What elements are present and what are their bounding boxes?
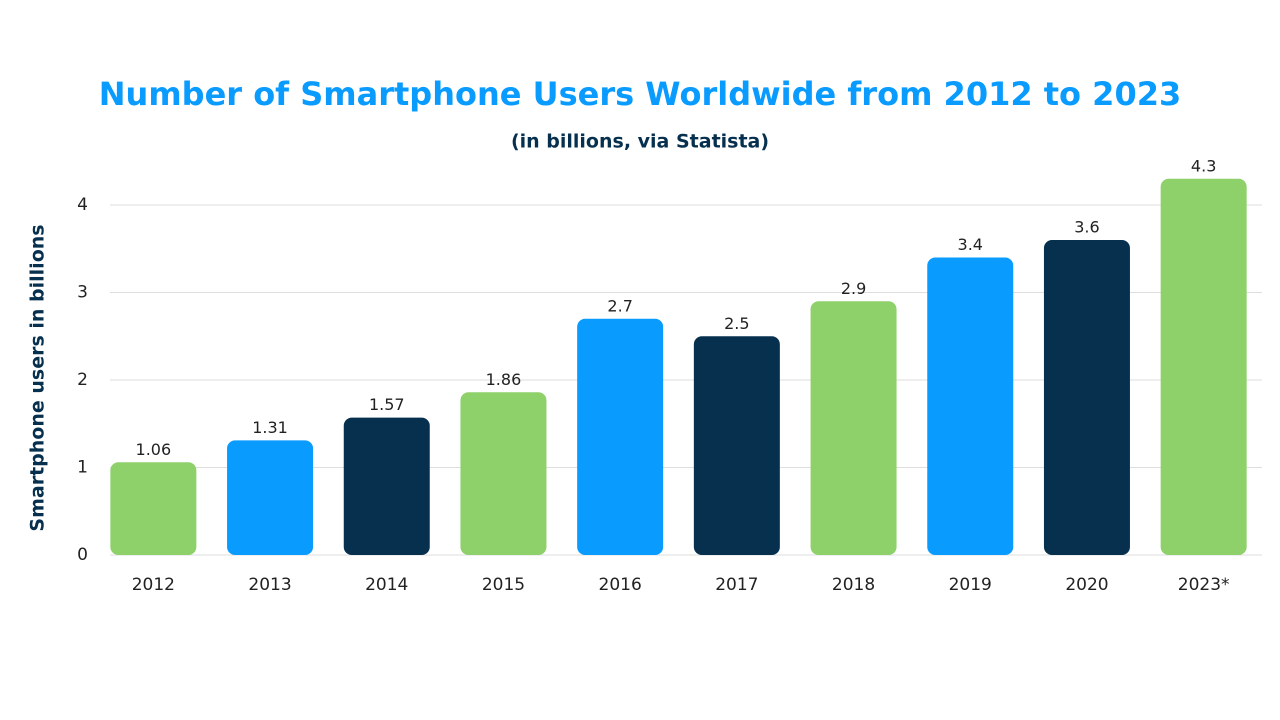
- value-label: 2.9: [841, 279, 866, 298]
- y-tick-label: 2: [77, 370, 88, 390]
- value-label: 4.3: [1191, 156, 1216, 175]
- x-tick-label: 2013: [248, 575, 291, 595]
- value-label: 3.4: [958, 235, 983, 254]
- x-tick-label: 2023*: [1178, 575, 1230, 595]
- bar: [343, 417, 430, 555]
- value-label: 3.6: [1074, 218, 1099, 237]
- value-label: 1.06: [136, 440, 172, 459]
- value-label: 2.7: [607, 296, 632, 315]
- x-tick-label: 2015: [482, 575, 525, 595]
- x-tick-label: 2016: [599, 575, 642, 595]
- y-tick-label: 1: [77, 458, 88, 478]
- x-tick-label: 2014: [365, 575, 408, 595]
- chart-title: Number of Smartphone Users Worldwide fro…: [99, 75, 1181, 113]
- bar: [693, 336, 780, 555]
- y-tick-label: 4: [77, 195, 88, 215]
- bar: [110, 462, 197, 555]
- bar: [1160, 178, 1247, 555]
- y-tick-label: 3: [77, 283, 88, 303]
- bar: [577, 318, 664, 555]
- value-label: 1.86: [486, 370, 522, 389]
- value-label: 1.57: [369, 395, 405, 414]
- bar: [460, 392, 547, 555]
- x-tick-label: 2017: [715, 575, 758, 595]
- bar: [1043, 240, 1130, 555]
- chart-subtitle: (in billions, via Statista): [511, 131, 769, 153]
- x-tick-label: 2018: [832, 575, 875, 595]
- x-tick-label: 2012: [132, 575, 175, 595]
- value-label: 1.31: [252, 418, 288, 437]
- bar: [810, 301, 897, 555]
- x-tick-label: 2019: [949, 575, 992, 595]
- y-tick-label: 0: [77, 545, 88, 565]
- x-tick-label: 2020: [1065, 575, 1108, 595]
- bar: [227, 440, 314, 555]
- value-label: 2.5: [724, 314, 749, 333]
- y-axis-label: Smartphone users in billions: [27, 224, 49, 531]
- bar: [927, 257, 1014, 555]
